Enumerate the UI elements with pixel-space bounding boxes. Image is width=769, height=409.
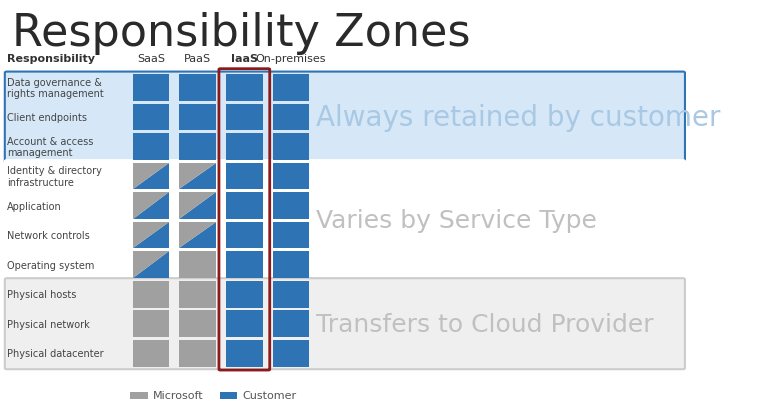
Bar xyxy=(179,75,216,101)
Text: Physical datacenter: Physical datacenter xyxy=(7,348,104,358)
Bar xyxy=(179,105,216,131)
FancyBboxPatch shape xyxy=(5,279,685,369)
Bar xyxy=(226,252,262,278)
Text: Data governance &
rights management: Data governance & rights management xyxy=(7,78,104,99)
Bar xyxy=(179,340,216,366)
Polygon shape xyxy=(179,222,216,249)
Bar xyxy=(133,311,169,337)
Bar xyxy=(226,163,262,190)
Bar xyxy=(226,340,262,366)
Polygon shape xyxy=(133,163,169,190)
Bar xyxy=(273,163,309,190)
Bar xyxy=(220,392,237,399)
Polygon shape xyxy=(133,193,169,219)
Bar xyxy=(273,134,309,160)
Text: Transfers to Cloud Provider: Transfers to Cloud Provider xyxy=(316,312,654,336)
Bar xyxy=(273,193,309,219)
Text: PaaS: PaaS xyxy=(184,54,211,63)
Bar xyxy=(226,134,262,160)
Polygon shape xyxy=(133,222,169,249)
Bar xyxy=(133,281,169,308)
Text: Client endpoints: Client endpoints xyxy=(7,113,87,123)
Bar xyxy=(273,222,309,249)
Text: Varies by Service Type: Varies by Service Type xyxy=(316,209,597,233)
FancyBboxPatch shape xyxy=(5,161,685,281)
Bar xyxy=(226,75,262,101)
Polygon shape xyxy=(133,252,169,278)
Text: Account & access
management: Account & access management xyxy=(7,137,93,158)
Bar xyxy=(131,392,148,399)
Bar xyxy=(133,75,169,101)
Bar xyxy=(226,193,262,219)
Text: Application: Application xyxy=(7,201,62,211)
Bar xyxy=(179,252,216,278)
Bar xyxy=(273,311,309,337)
Text: Operating system: Operating system xyxy=(7,260,95,270)
Text: Responsibility: Responsibility xyxy=(7,54,95,63)
Bar xyxy=(133,134,169,160)
Bar xyxy=(273,105,309,131)
Text: Physical network: Physical network xyxy=(7,319,90,329)
Bar xyxy=(179,311,216,337)
Bar xyxy=(226,222,262,249)
Bar xyxy=(226,311,262,337)
Bar xyxy=(273,252,309,278)
Text: Physical hosts: Physical hosts xyxy=(7,290,76,299)
Text: Microsoft: Microsoft xyxy=(153,391,204,400)
Polygon shape xyxy=(179,193,216,219)
Polygon shape xyxy=(133,222,169,249)
Text: Customer: Customer xyxy=(242,391,296,400)
Text: IaaS: IaaS xyxy=(231,54,258,63)
Bar xyxy=(133,105,169,131)
Polygon shape xyxy=(179,222,216,249)
Text: On-premises: On-premises xyxy=(256,54,326,63)
Bar xyxy=(179,134,216,160)
Text: Identity & directory
infrastructure: Identity & directory infrastructure xyxy=(7,166,102,187)
Polygon shape xyxy=(179,163,216,190)
Bar xyxy=(273,75,309,101)
Polygon shape xyxy=(133,193,169,219)
Polygon shape xyxy=(179,163,216,190)
Text: Network controls: Network controls xyxy=(7,231,90,240)
Text: SaaS: SaaS xyxy=(137,54,165,63)
Bar xyxy=(273,281,309,308)
Bar xyxy=(133,340,169,366)
Bar xyxy=(226,281,262,308)
Polygon shape xyxy=(133,252,169,278)
FancyBboxPatch shape xyxy=(5,72,685,163)
Bar xyxy=(179,281,216,308)
Text: Always retained by customer: Always retained by customer xyxy=(316,104,721,132)
Polygon shape xyxy=(133,163,169,190)
Bar xyxy=(273,340,309,366)
Bar xyxy=(226,105,262,131)
Text: Responsibility Zones: Responsibility Zones xyxy=(12,12,470,55)
Polygon shape xyxy=(179,193,216,219)
